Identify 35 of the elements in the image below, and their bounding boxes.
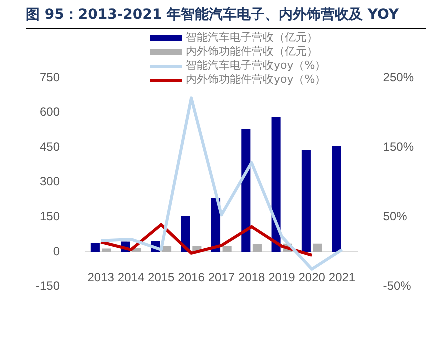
x-tick-label: 2019	[268, 270, 296, 285]
chart-title: 图 95：2013-2021 年智能汽车电子、内外饰营收及 YOY	[26, 6, 426, 29]
x-tick-label: 2014	[118, 270, 145, 285]
y2-tick-label: 150%	[383, 140, 414, 154]
x-tick-label: 2020	[298, 270, 326, 285]
bar	[302, 150, 311, 252]
y-tick-label: 0	[53, 244, 60, 258]
x-tick-label: 2017	[208, 270, 236, 285]
y2-tick-label: -50%	[383, 279, 412, 294]
bar	[242, 130, 251, 252]
bar	[313, 244, 322, 252]
x-tick-label: 2013	[88, 270, 115, 285]
y2-tick-label: 50%	[383, 210, 408, 224]
bar	[162, 246, 172, 252]
bar	[222, 246, 232, 252]
x-tick-label: 2015	[148, 270, 176, 285]
legend-label: 智能汽车电子营收yoy（%）	[186, 59, 326, 73]
bar	[272, 117, 281, 252]
y-tick-label: 600	[40, 105, 60, 120]
x-tick-label: 2018	[238, 270, 266, 285]
y-tick-label: 150	[40, 210, 60, 224]
y2-tick-label: 250%	[383, 70, 414, 84]
legend-label: 内外饰功能件营收（亿元）	[186, 45, 318, 59]
x-tick-label: 2021	[328, 270, 356, 285]
y-tick-label: 300	[40, 174, 60, 189]
y-tick-label: -150	[36, 279, 60, 294]
x-tick-label: 2016	[178, 270, 206, 285]
legend-label: 智能汽车电子营收（亿元）	[186, 31, 318, 45]
y-tick-label: 450	[40, 140, 60, 154]
y-tick-label: 750	[40, 70, 60, 84]
bar	[102, 248, 112, 252]
legend-label: 内外饰功能件营收yoy（%）	[186, 73, 326, 87]
bar	[252, 244, 262, 252]
bar	[332, 146, 342, 252]
bar	[90, 243, 100, 252]
